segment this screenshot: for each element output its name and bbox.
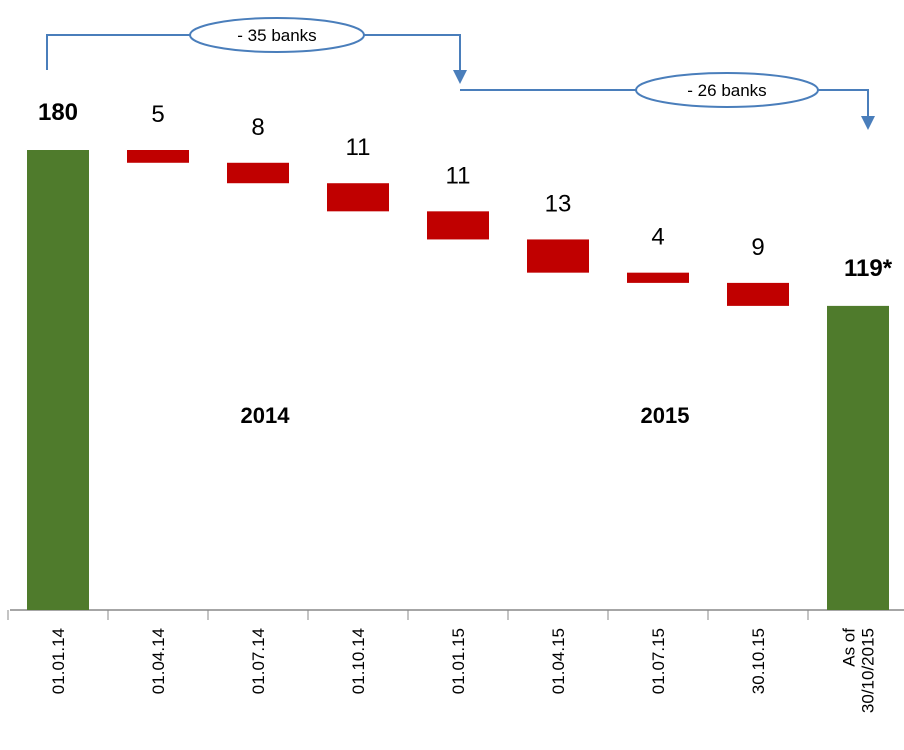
x-tick-label: 01.07.14 [249,628,268,694]
x-tick-label: 30.10.15 [749,628,768,694]
value-label: 119* [844,255,893,282]
x-tick-label: 01.07.15 [649,628,668,694]
bracket-2015: - 26 banks [460,72,875,130]
value-label: 8 [251,114,264,141]
bracket-line [460,89,869,118]
x-tick-label: 01.10.14 [349,628,368,694]
value-label: 11 [446,162,471,189]
value-label: 9 [751,234,764,261]
bar [227,162,289,184]
annotation-bubble [635,72,819,108]
bar [127,150,189,163]
year-label: 2015 [641,403,690,428]
x-tick-label: As of30/10/2015 [840,628,878,713]
value-label: 4 [651,224,664,251]
x-tick-label: 01.01.14 [49,628,68,694]
annotation: - 35 banks [237,26,316,45]
value-label: 180 [38,99,78,126]
bar [827,305,889,610]
annotation: - 26 banks [687,81,766,100]
year-label: 2014 [241,403,291,428]
bar [427,211,489,240]
value-label: 5 [151,101,164,128]
arrow-head [861,116,875,130]
x-tick-label: 01.01.15 [449,628,468,694]
x-tick-label: 01.04.15 [549,628,568,694]
bar [627,272,689,283]
annotation-bubble [189,17,365,53]
bracket-2014: - 35 banks [46,17,467,84]
bar [327,183,389,212]
value-label: 11 [346,134,371,161]
x-tick-label: 01.04.14 [149,628,168,694]
arrow-head [453,70,467,84]
bar [727,282,789,306]
bar [27,150,89,610]
value-label: 13 [545,190,572,217]
bar [527,239,589,273]
